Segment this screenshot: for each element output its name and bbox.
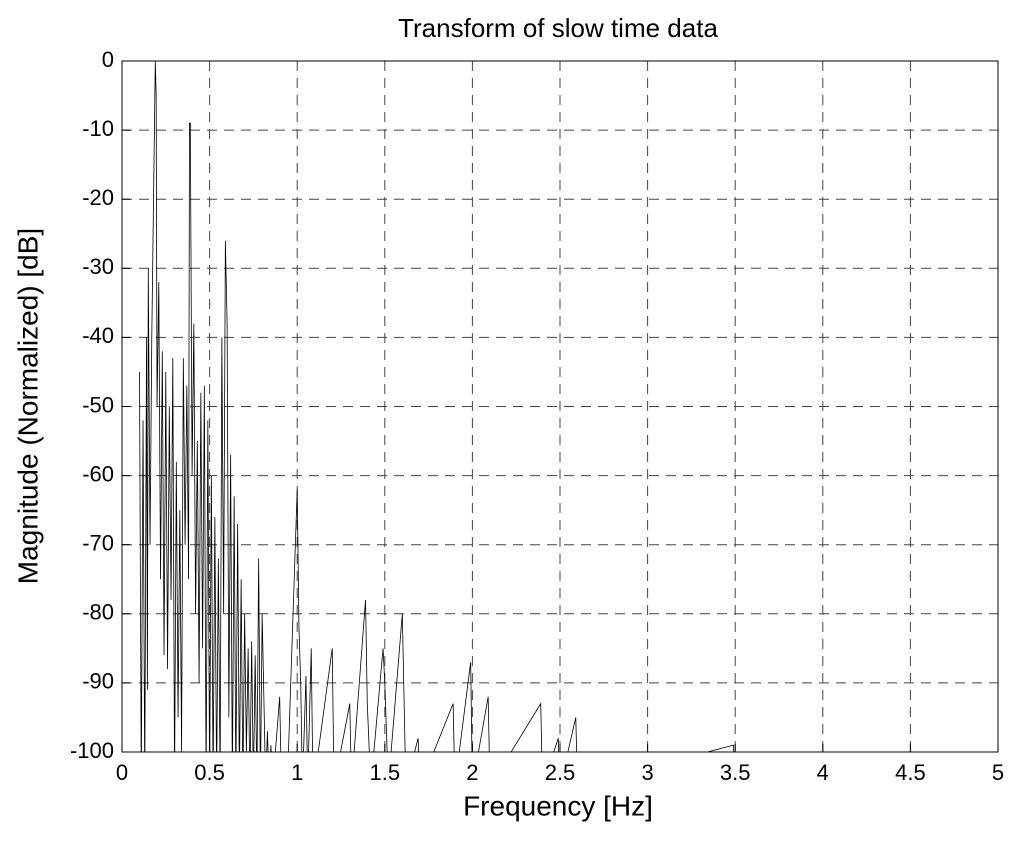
y-tick-label: -90 <box>82 669 114 694</box>
x-tick-label: 2.5 <box>545 760 576 785</box>
x-tick-label: 4 <box>817 760 829 785</box>
x-tick-label: 4.5 <box>895 760 926 785</box>
x-tick-label: 0 <box>116 760 128 785</box>
y-tick-label: -80 <box>82 600 114 625</box>
y-tick-label: -100 <box>70 738 114 763</box>
y-tick-label: -30 <box>82 254 114 279</box>
y-tick-label: -20 <box>82 185 114 210</box>
y-tick-label: -60 <box>82 461 114 486</box>
y-tick-label: -40 <box>82 323 114 348</box>
x-tick-label: 1.5 <box>370 760 401 785</box>
x-tick-label: 2 <box>466 760 478 785</box>
y-tick-label: -50 <box>82 392 114 417</box>
y-tick-label: 0 <box>102 47 114 72</box>
y-axis-label: Magnitude (Normalized) [dB] <box>12 228 43 584</box>
x-tick-label: 0.5 <box>194 760 225 785</box>
spectrum-line <box>139 61 735 752</box>
x-tick-label: 1 <box>291 760 303 785</box>
y-tick-label: -70 <box>82 531 114 556</box>
x-tick-label: 3.5 <box>720 760 751 785</box>
y-tick-label: -10 <box>82 116 114 141</box>
plot-frame <box>121 60 999 753</box>
chart-title: Transform of slow time data <box>398 13 718 43</box>
x-tick-label: 5 <box>992 760 1004 785</box>
x-tick-label: 3 <box>641 760 653 785</box>
x-axis-label: Frequency [Hz] <box>463 790 653 821</box>
